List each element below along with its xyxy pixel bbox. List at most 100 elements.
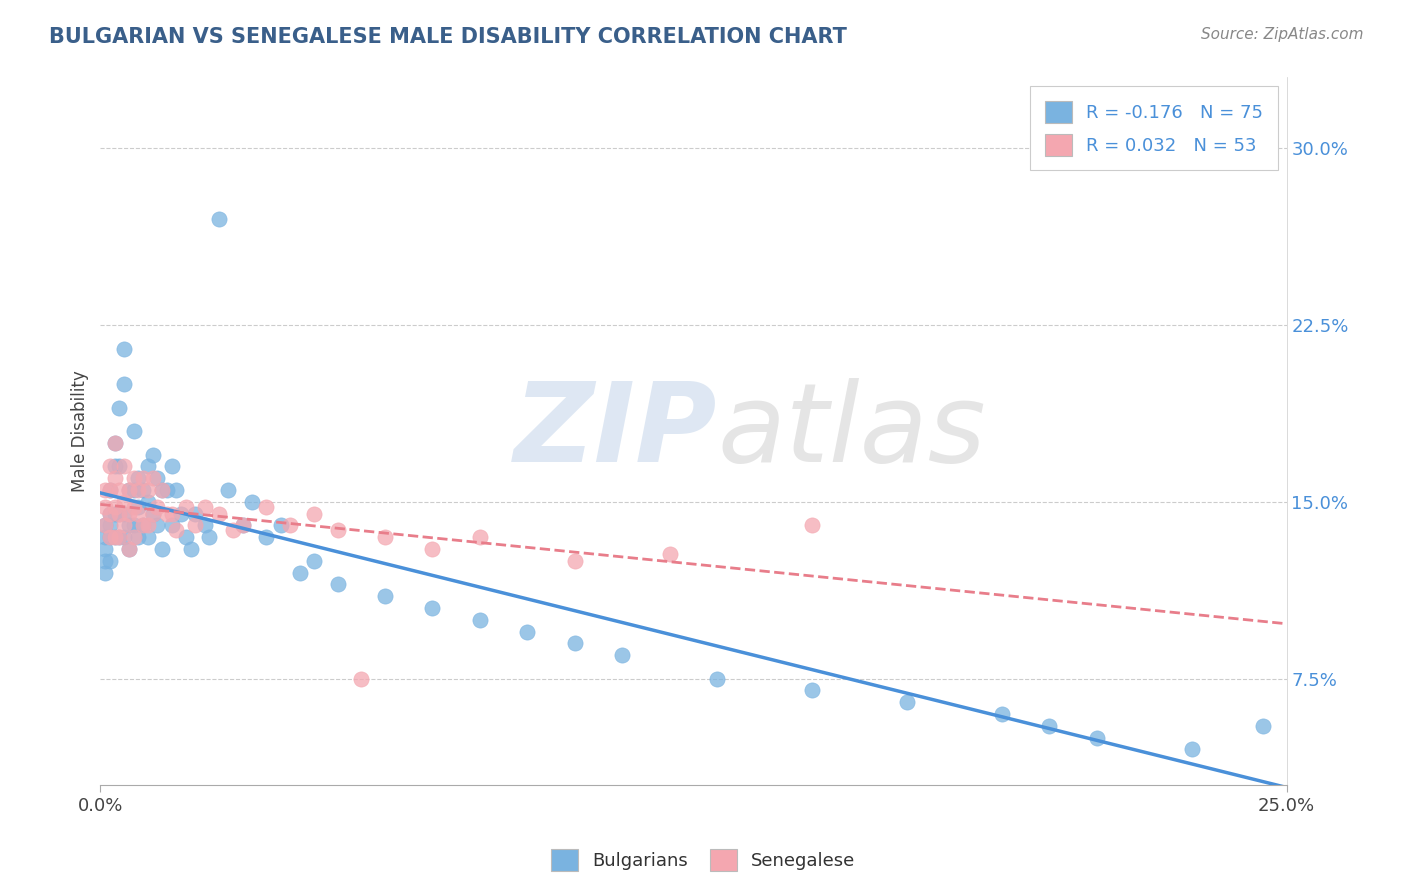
Point [94,483,117,497]
Point [118,507,141,521]
Point [98,518,121,533]
Point [108,530,131,544]
Point [112,342,135,356]
Point [222,523,245,537]
Point [103,500,125,514]
Point [94,518,117,533]
Point [108,507,131,521]
Point [288,566,311,580]
Y-axis label: Male Disability: Male Disability [72,370,89,492]
Point [232,518,254,533]
Point [302,507,325,521]
Point [136,495,159,509]
Point [98,459,121,474]
Point [132,518,155,533]
Point [165,523,187,537]
Point [146,500,169,514]
Point [118,483,141,497]
Point [160,459,183,474]
Point [136,483,159,497]
Point [122,471,145,485]
Point [108,507,131,521]
Point [141,507,163,521]
Point [194,500,217,514]
Point [118,483,141,497]
Point [127,500,149,514]
Point [150,483,173,497]
Point [422,541,444,556]
Text: Source: ZipAtlas.com: Source: ZipAtlas.com [1201,27,1364,42]
Text: atlas: atlas [717,377,986,484]
Point [217,483,239,497]
Point [127,471,149,485]
Point [108,483,131,497]
Point [94,554,117,568]
Point [127,507,149,521]
Point [801,683,824,698]
Point [103,459,125,474]
Point [103,507,125,521]
Point [254,530,277,544]
Point [232,518,254,533]
Point [118,541,141,556]
Point [302,554,325,568]
Point [326,523,349,537]
Point [374,530,396,544]
Point [112,530,135,544]
Point [141,448,163,462]
Point [94,541,117,556]
Point [94,566,117,580]
Point [122,530,145,544]
Point [160,507,183,521]
Point [165,483,187,497]
Point [98,530,121,544]
Point [132,483,155,497]
Point [141,471,163,485]
Point [108,459,131,474]
Point [103,471,125,485]
Point [132,518,155,533]
Point [127,483,149,497]
Point [1251,719,1274,733]
Point [184,507,207,521]
Point [564,554,586,568]
Point [658,547,681,561]
Point [170,507,193,521]
Point [103,530,125,544]
Point [136,530,159,544]
Point [112,507,135,521]
Point [122,424,145,438]
Point [112,376,135,391]
Point [150,541,173,556]
Point [112,459,135,474]
Point [132,471,155,485]
Point [94,530,117,544]
Point [179,541,201,556]
Point [98,507,121,521]
Point [1085,731,1108,745]
Point [516,624,538,639]
Point [896,695,918,709]
Point [374,589,396,603]
Text: BULGARIAN VS SENEGALESE MALE DISABILITY CORRELATION CHART: BULGARIAN VS SENEGALESE MALE DISABILITY … [49,27,846,46]
Point [98,483,121,497]
Point [103,436,125,450]
Point [136,459,159,474]
Point [240,495,263,509]
Point [141,507,163,521]
Point [270,518,292,533]
Point [112,518,135,533]
Point [1038,719,1060,733]
Point [801,518,824,533]
Point [564,636,586,650]
Point [150,483,173,497]
Point [208,211,231,226]
Point [156,507,179,521]
Point [112,495,135,509]
Point [94,518,117,533]
Point [612,648,634,662]
Point [103,530,125,544]
Point [122,483,145,497]
Point [184,518,207,533]
Point [94,500,117,514]
